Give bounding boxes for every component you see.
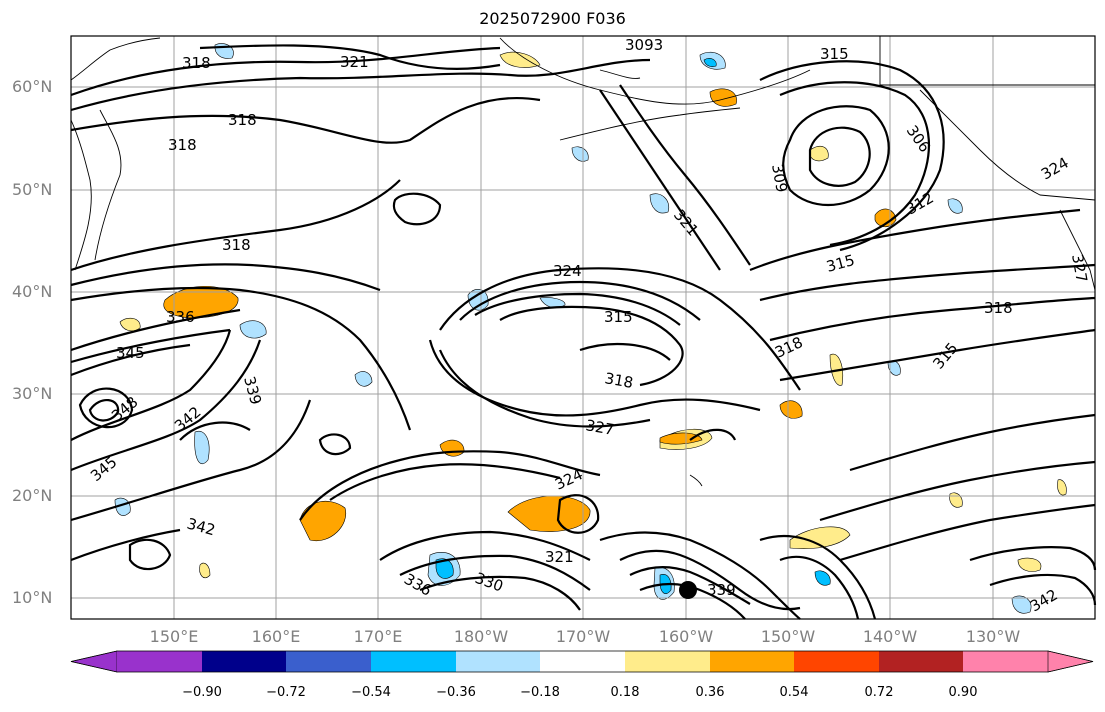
coastlines <box>70 36 1096 487</box>
map-title: 2025072900 F036 <box>479 9 626 28</box>
plot-frame <box>70 35 1096 620</box>
contour-label: 324 <box>553 262 582 280</box>
contour-label: 327 <box>1068 253 1091 284</box>
colorbar-tick-label: 0.72 <box>864 685 894 700</box>
colorbar-segment <box>540 651 625 672</box>
lon-label-170e: 170°E <box>353 627 403 646</box>
colorbar-tick-label: 0.90 <box>948 685 978 700</box>
lon-label-160e: 160°E <box>251 627 301 646</box>
lon-label-170w: 170°W <box>555 627 611 646</box>
contour-label: 339 <box>707 581 736 599</box>
colorbar-tick-label: −0.18 <box>520 685 560 700</box>
contour-label: 315 <box>820 45 849 63</box>
lon-label-180w: 180°W <box>453 627 509 646</box>
colorbar-segment <box>286 651 371 672</box>
lat-label-30n: 30°N <box>12 384 53 403</box>
contour-label: 318 <box>182 54 211 72</box>
colorbar-tick-label: −0.36 <box>436 685 476 700</box>
contour-label: 336 <box>166 308 195 326</box>
lon-label-150e: 150°E <box>149 627 199 646</box>
contour-label: 345 <box>116 344 145 362</box>
contour-label: 318 <box>228 111 257 129</box>
contour-label: 318 <box>168 136 197 154</box>
colorbar-tick-label: −0.90 <box>182 685 222 700</box>
lat-label-10n: 10°N <box>12 588 53 607</box>
colorbar-outline <box>70 650 1094 673</box>
colorbar-tick-label: −0.72 <box>266 685 306 700</box>
contour-label: 318 <box>984 299 1013 317</box>
lat-label-40n: 40°N <box>12 282 53 301</box>
colorbar-segment <box>456 651 540 672</box>
storm-center-marker <box>679 581 697 599</box>
colorbar-segment <box>202 651 286 672</box>
colorbar-tick-label: −0.54 <box>351 685 391 700</box>
lat-label-20n: 20°N <box>12 486 53 505</box>
contour-label: 3093 <box>625 36 663 54</box>
lon-label-140w: 140°W <box>862 627 918 646</box>
colorbar-segment <box>625 651 710 672</box>
colorbar <box>70 650 1094 673</box>
lat-label-50n: 50°N <box>12 180 53 199</box>
contour-label: 318 <box>603 369 634 392</box>
colorbar-segment <box>371 651 456 672</box>
contour-label: 321 <box>545 548 574 566</box>
contour-label: 315 <box>604 308 633 326</box>
colorbar-segment <box>710 651 794 672</box>
colorbar-tick-label: 0.36 <box>695 685 725 700</box>
contour-label: 327 <box>584 416 615 439</box>
lon-label-160w: 160°W <box>658 627 714 646</box>
colorbar-segment <box>794 651 879 672</box>
colorbar-extend-low <box>70 650 118 673</box>
colorbar-extend-high <box>1047 650 1094 673</box>
colorbar-segment <box>963 651 1048 672</box>
lon-label-150w: 150°W <box>760 627 816 646</box>
contour-label: 309 <box>768 163 791 194</box>
colorbar-segment <box>879 651 963 672</box>
colorbar-tick-label: 0.54 <box>779 685 809 700</box>
lat-label-60n: 60°N <box>12 77 53 96</box>
colorbar-tick-label: 0.18 <box>610 685 640 700</box>
colorbar-segment <box>117 651 202 672</box>
contour-label: 318 <box>222 236 251 254</box>
contour-label: 321 <box>340 53 369 71</box>
contour-lines <box>70 44 1097 620</box>
lon-label-130w: 130°W <box>965 627 1021 646</box>
